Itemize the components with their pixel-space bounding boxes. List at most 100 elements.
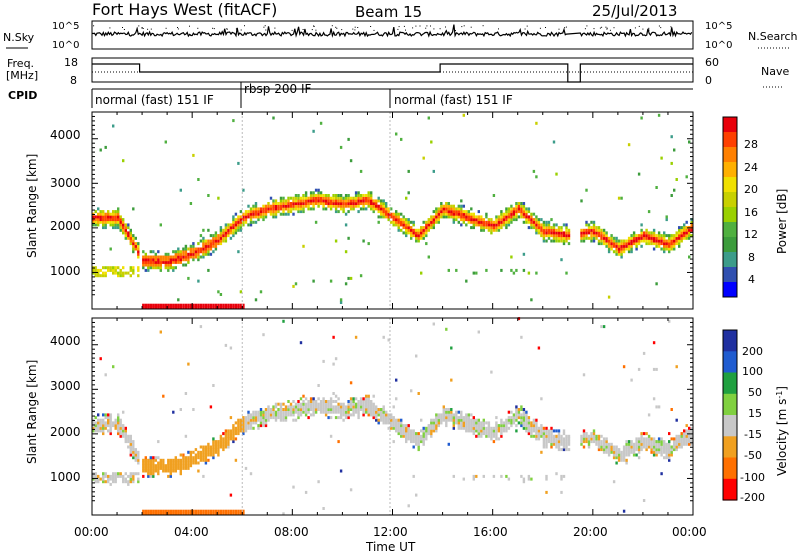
velocity-cell [209, 509, 213, 513]
power-cell [269, 207, 273, 211]
velocity-cell [678, 442, 681, 446]
power-cell [595, 226, 598, 230]
velocity-cell [417, 442, 420, 446]
power-cell [447, 210, 450, 214]
power-cell [622, 239, 626, 243]
power-cell [332, 202, 335, 205]
power-cell [565, 239, 568, 243]
velocity-cell [642, 445, 646, 449]
power-cell [249, 215, 253, 219]
power-cell [239, 228, 243, 232]
power-cell [545, 228, 548, 232]
nsearch-point [244, 25, 245, 27]
power-cell [174, 252, 177, 256]
nsearch-point [189, 25, 190, 27]
nsearch-point [264, 25, 266, 27]
velocity-cell [244, 426, 248, 430]
power-cell [500, 215, 503, 219]
power-cell [194, 303, 198, 307]
velocity-cell [204, 509, 208, 513]
power-cell [530, 226, 533, 230]
power-cell [272, 202, 275, 205]
power-cell [527, 271, 531, 275]
power-cell [234, 212, 238, 216]
power-cell [182, 306, 185, 310]
velocity-cell [652, 445, 656, 449]
power-cell [675, 236, 678, 240]
power-cell [550, 231, 553, 235]
power-cell [142, 266, 145, 270]
power-cell [547, 226, 551, 230]
power-cell [487, 223, 491, 227]
velocity-cell [510, 424, 513, 428]
velocity-cell [199, 450, 203, 454]
power-cell [607, 295, 611, 299]
power-cell [555, 172, 558, 176]
power-cell [249, 212, 253, 216]
power-cell [462, 113, 465, 117]
power-cell [467, 220, 470, 224]
power-cell [402, 215, 405, 219]
power-cell [585, 220, 588, 224]
velocity-cell [164, 512, 167, 516]
power-cell [314, 202, 318, 205]
power-cell [154, 266, 157, 270]
nsearch-point [302, 29, 304, 30]
velocity-cell [102, 480, 105, 484]
velocity-cell [282, 416, 285, 420]
velocity-cell [652, 442, 656, 446]
power-cell [107, 266, 110, 270]
velocity-cell [149, 474, 152, 478]
velocity-cell [552, 434, 556, 438]
velocity-cell [595, 437, 598, 441]
power-cell [610, 239, 613, 243]
power-cell [332, 196, 335, 200]
power-cell [375, 202, 378, 205]
velocity-cell [530, 477, 533, 481]
velocity-cell [242, 421, 245, 425]
nsearch-point [461, 26, 463, 28]
power-cell [129, 236, 132, 240]
velocity-cell [347, 402, 350, 406]
power-cell [217, 234, 220, 238]
power-cell [159, 266, 162, 270]
power-cell [199, 303, 203, 307]
velocity-cell [119, 432, 122, 436]
power-cell [294, 204, 298, 208]
power-cell [224, 226, 228, 230]
power-cell [482, 218, 485, 222]
velocity-cell [97, 474, 100, 478]
velocity-cell [274, 413, 278, 417]
velocity-cell [202, 458, 205, 462]
velocity-cell [612, 445, 616, 449]
nsearch-point [212, 27, 214, 29]
velocity-cell [297, 413, 300, 417]
velocity-cell [392, 418, 395, 422]
power-cell [475, 218, 478, 222]
power-cell [427, 255, 430, 259]
power-cell [102, 212, 105, 216]
velocity-cell [663, 448, 666, 452]
power-cell [615, 252, 618, 256]
power-cell [607, 236, 611, 240]
velocity-cell [144, 456, 147, 460]
velocity-cell [282, 408, 285, 411]
power-cell [537, 220, 541, 224]
velocity-cell [555, 429, 558, 433]
power-cell [322, 196, 325, 200]
power-cell [652, 231, 656, 235]
velocity-cell [542, 429, 546, 433]
velocity-cell [207, 453, 210, 457]
power-cell [665, 247, 668, 251]
power-cell [219, 236, 223, 240]
velocity-cell [94, 480, 97, 484]
power-cell [212, 236, 215, 240]
power-cell [179, 188, 182, 192]
velocity-cell [184, 509, 188, 513]
velocity-cell [114, 418, 117, 422]
velocity-cell [162, 458, 165, 462]
velocity-cell [650, 437, 653, 441]
power-cell [615, 242, 618, 246]
power-cell [670, 244, 673, 248]
power-cell [507, 220, 511, 224]
